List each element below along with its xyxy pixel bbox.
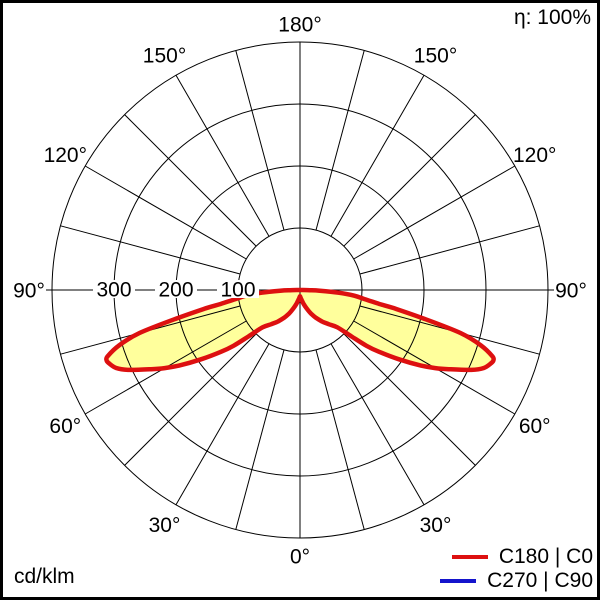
legend-label-1: C270 | C90: [487, 569, 593, 592]
legend-label-0: C180 | C0: [498, 545, 593, 568]
angle-label-0: 0°: [290, 545, 310, 568]
radial-label-bg-200: [155, 280, 197, 298]
legend-swatch-1: [440, 579, 477, 583]
grid-spoke-120: [353, 165, 516, 260]
legend: C180 | C0 C270 | C90: [440, 546, 593, 592]
grid-spoke-105: [359, 225, 540, 275]
radial-label-300: 300: [96, 278, 131, 301]
grid-spoke-345: [235, 349, 285, 530]
radial-label-bg-300: [93, 280, 135, 298]
angle-label-150-right: 150°: [414, 45, 457, 68]
grid-spoke-225: [124, 114, 257, 247]
grid-spoke-210: [175, 74, 270, 237]
efficiency-label: η: 100%: [513, 6, 591, 29]
unit-label: cd/klm: [14, 565, 75, 588]
grid-spoke-315: [124, 333, 257, 466]
grid-spoke-135: [343, 114, 476, 247]
radial-label-200: 200: [158, 278, 193, 301]
radial-label-bg-100: [217, 280, 259, 298]
grid-spoke-195: [235, 50, 285, 231]
angle-label-120-right: 120°: [513, 144, 556, 167]
grid-spoke-330: [175, 343, 270, 506]
grid-spoke-15: [315, 349, 365, 530]
grid-spoke-240: [84, 165, 247, 260]
legend-item-c180-c0: C180 | C0: [451, 545, 593, 568]
curve-c180-c0: [104, 287, 496, 373]
angle-label-60-left: 60°: [49, 415, 81, 438]
angle-label-90-right: 90°: [555, 279, 587, 302]
grid-spoke-150: [330, 74, 425, 237]
angle-label-60-right: 60°: [519, 415, 551, 438]
angle-label-30-left: 30°: [149, 514, 181, 537]
angle-label-30-right: 30°: [420, 514, 452, 537]
legend-swatch-0: [451, 555, 488, 559]
grid-spoke-165: [315, 50, 365, 231]
grid-spoke-255: [60, 225, 241, 275]
angle-label-180: 180°: [278, 13, 321, 36]
angle-label-150-left: 150°: [143, 45, 186, 68]
grid-spoke-30: [330, 343, 425, 506]
angle-label-90-left: 90°: [13, 279, 45, 302]
grid-spoke-45: [343, 333, 476, 466]
legend-item-c270-c90: C270 | C90: [440, 570, 593, 592]
angle-label-120-left: 120°: [44, 144, 87, 167]
radial-label-100: 100: [220, 278, 255, 301]
